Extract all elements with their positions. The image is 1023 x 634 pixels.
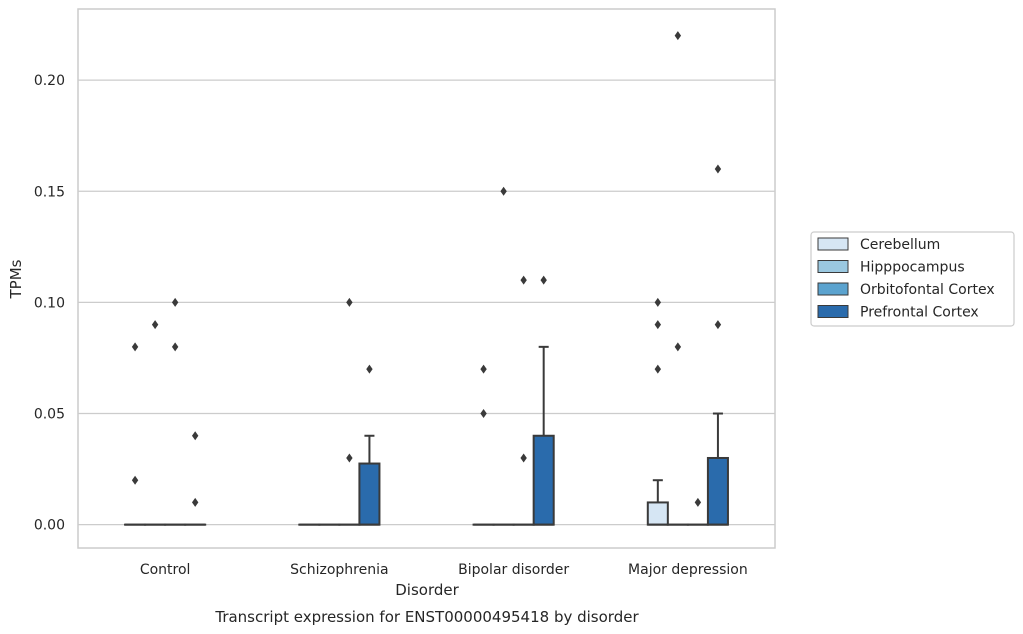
- outlier-point: [654, 320, 662, 330]
- x-tick-label: Control: [140, 562, 191, 578]
- outlier-point: [191, 431, 199, 441]
- gridlines: [78, 79, 775, 526]
- outlier-point: [346, 297, 353, 307]
- outlier-point: [171, 342, 179, 352]
- outlier-point: [714, 164, 722, 174]
- legend: Cerebellum Hipppocampus Orbitofontal Corte…: [810, 231, 1015, 327]
- outlier-point: [714, 320, 722, 330]
- box-body: [532, 434, 555, 526]
- plot-area-border: [77, 8, 776, 549]
- chart-caption: Transcript expression for ENST0000049541…: [214, 608, 639, 626]
- outlier-point: [674, 342, 682, 352]
- outlier-point: [674, 31, 682, 41]
- outlier-point: [654, 297, 662, 307]
- box-body: [358, 462, 381, 526]
- box-cerebellum: [472, 364, 495, 526]
- y-tick-label: 0.15: [34, 184, 65, 200]
- outlier-point: [366, 364, 373, 374]
- legend-box: [810, 231, 1015, 327]
- legend-item: Cerebellum: [817, 237, 940, 253]
- legend-item: Prefrontal Cortex: [817, 305, 979, 321]
- box-cerebellum: [124, 342, 147, 526]
- legend-item: Orbitofontal Cortex: [817, 282, 995, 298]
- outlier-point: [480, 409, 487, 419]
- box-orbitofontal-cortex: [164, 297, 187, 526]
- legend-label: Cerebellum: [860, 237, 940, 253]
- box-body: [706, 456, 729, 526]
- outlier-point: [500, 186, 507, 196]
- legend-label: Prefrontal Cortex: [860, 305, 979, 321]
- outlier-point: [520, 275, 527, 285]
- box-hipppocampus: [492, 186, 515, 526]
- outlier-point: [131, 475, 139, 485]
- legend-swatch: [817, 237, 849, 251]
- legend-swatch: [817, 282, 849, 296]
- legend-swatch: [817, 305, 849, 318]
- y-tick-label: 0.00: [34, 518, 65, 534]
- outlier-point: [131, 342, 139, 352]
- box-hipppocampus: [144, 320, 167, 526]
- x-axis-ticks: Control Schizophrenia Bipolar disorder Majo…: [140, 562, 748, 578]
- outlier-point: [346, 453, 353, 463]
- box-prefrontal-cortex: [532, 275, 555, 526]
- y-axis-title: TPMs: [7, 259, 25, 299]
- box-orbitofontal-cortex: [686, 497, 709, 526]
- x-tick-label: Schizophrenia: [290, 562, 388, 578]
- outlier-point: [480, 364, 487, 374]
- outlier-point: [540, 275, 547, 285]
- x-tick-label: Bipolar disorder: [458, 562, 569, 578]
- y-tick-label: 0.10: [34, 295, 65, 311]
- legend-swatch: [817, 260, 849, 273]
- legend-label: Hipppocampus: [860, 260, 965, 276]
- box-orbitofontal-cortex: [338, 297, 361, 526]
- outlier-point: [694, 497, 702, 507]
- outlier-point: [520, 453, 527, 463]
- box-body: [646, 501, 669, 526]
- box-prefrontal-cortex: [358, 364, 381, 526]
- plot-frame: [77, 8, 776, 549]
- box-prefrontal-cortex: [706, 164, 729, 526]
- box-prefrontal-cortex: [184, 431, 207, 526]
- box-orbitofontal-cortex: [512, 275, 535, 526]
- y-axis-ticks: 0.00 0.05 0.10 0.15 0.20: [34, 73, 65, 534]
- y-tick-label: 0.05: [34, 407, 65, 423]
- box-plot-series: [124, 31, 729, 526]
- outlier-point: [151, 320, 159, 330]
- legend-item: Hipppocampus: [817, 260, 965, 276]
- legend-label: Orbitofontal Cortex: [860, 282, 995, 298]
- outlier-point: [654, 364, 662, 374]
- box-cerebellum: [646, 297, 669, 526]
- outlier-point: [171, 297, 179, 307]
- box-hipppocampus: [666, 31, 689, 526]
- y-tick-label: 0.20: [34, 73, 65, 89]
- x-tick-label: Major depression: [628, 562, 748, 578]
- x-axis-title: Disorder: [395, 581, 459, 599]
- outlier-point: [191, 497, 199, 507]
